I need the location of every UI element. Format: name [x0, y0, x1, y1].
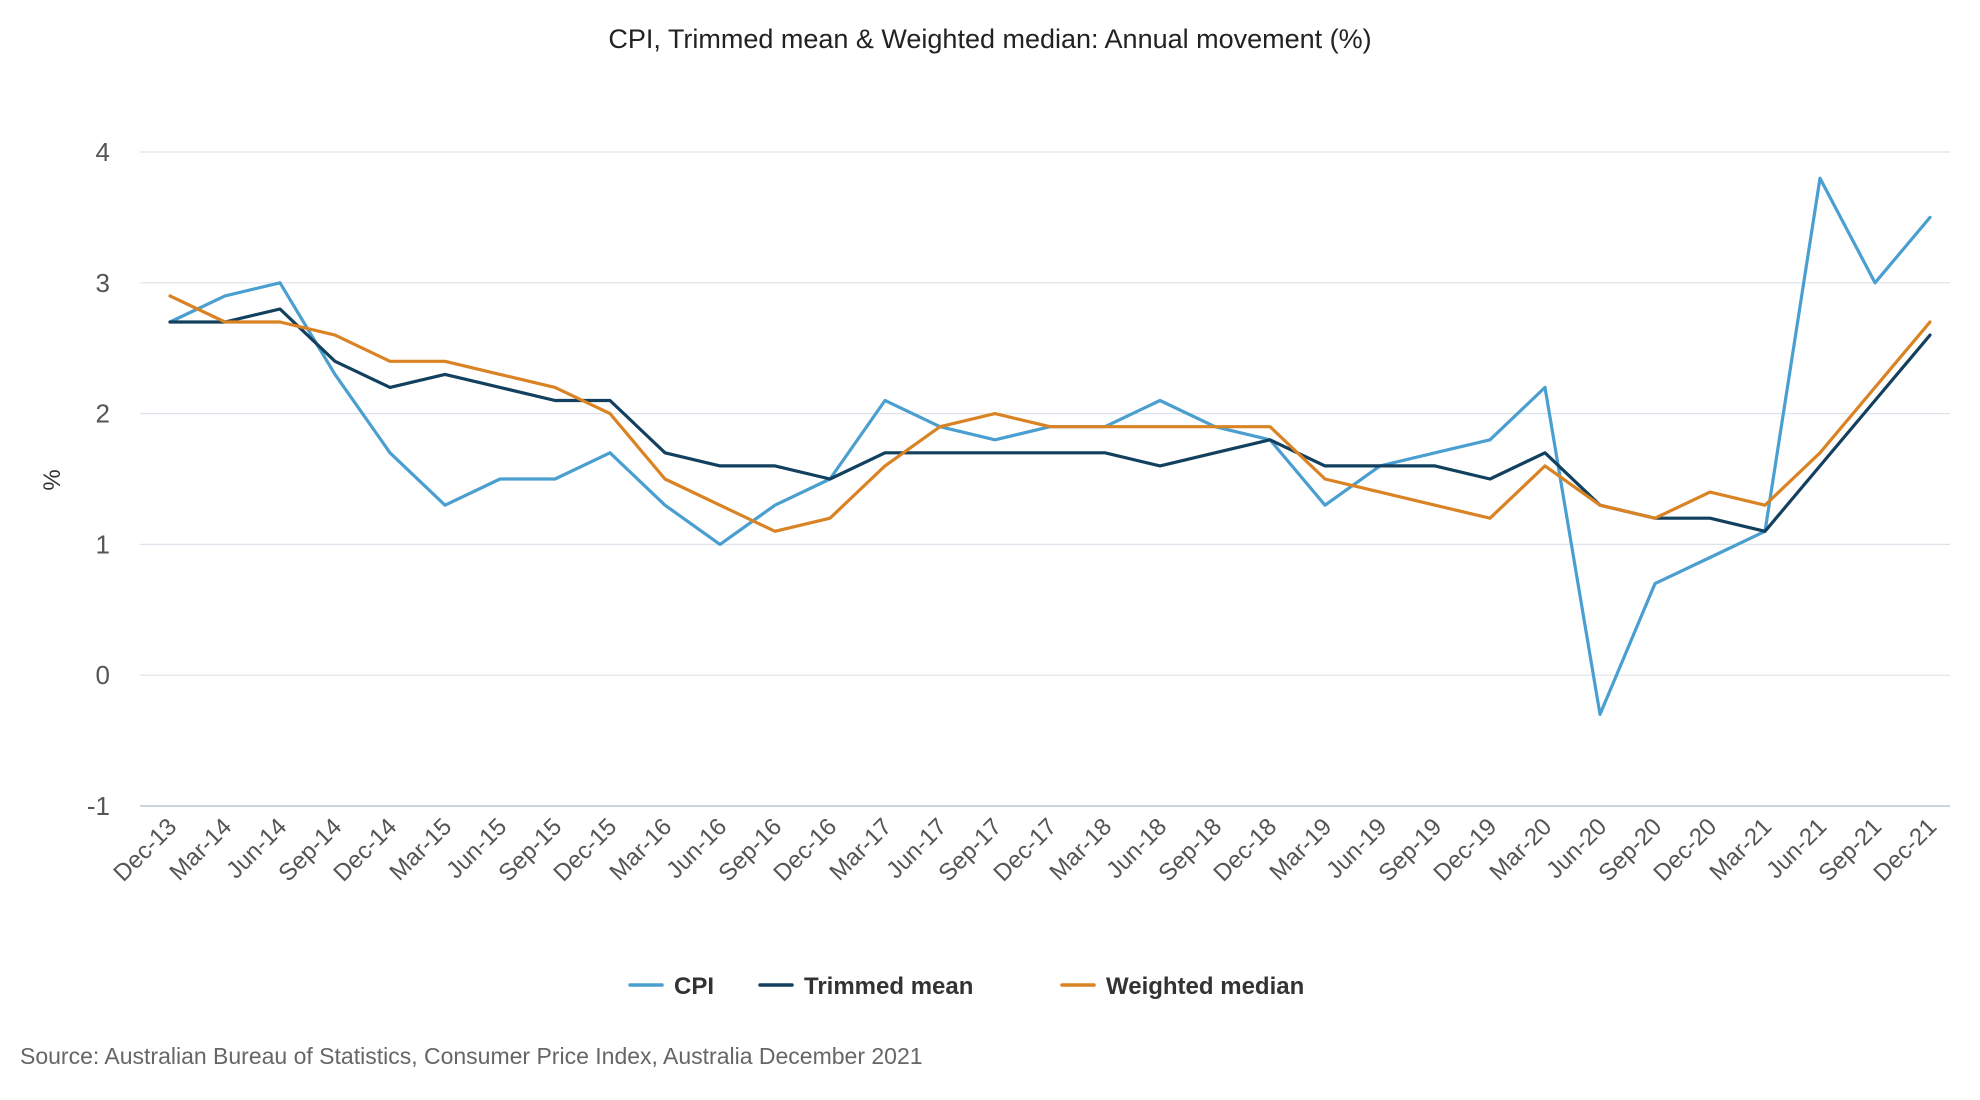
x-tick-label: Mar-20 — [1484, 813, 1557, 886]
x-tick-label: Dec-16 — [768, 813, 842, 887]
x-tick-label: Dec-19 — [1428, 813, 1502, 887]
x-tick-label: Dec-20 — [1648, 813, 1722, 887]
series-line-weighted-median — [168, 294, 1932, 533]
x-tick-label: Dec-18 — [1208, 813, 1282, 887]
x-tick-label: Mar-15 — [384, 813, 457, 886]
x-tick-label: Mar-18 — [1044, 813, 1117, 886]
y-tick-label: 2 — [96, 399, 110, 429]
series-line-cpi — [168, 176, 1932, 717]
legend-item-weighted-median[interactable]: Weighted median — [1060, 973, 1304, 1000]
x-tick-label: Dec-13 — [108, 813, 182, 887]
x-tick-label: Dec-21 — [1868, 813, 1942, 887]
x-axis-ticks: Dec-13Mar-14Jun-14Sep-14Dec-14Mar-15Jun-… — [108, 813, 1942, 887]
source-note: Source: Australian Bureau of Statistics,… — [20, 1043, 923, 1069]
y-tick-label: 4 — [96, 137, 110, 167]
y-tick-label: 1 — [96, 529, 110, 559]
gridlines — [140, 151, 1950, 807]
x-tick-label: Dec-14 — [328, 813, 402, 887]
legend-item-trimmed-mean[interactable]: Trimmed mean — [758, 973, 973, 1000]
x-tick-label: Dec-15 — [548, 813, 622, 887]
legend: CPI Trimmed mean Weighted median — [628, 973, 1304, 1000]
series-line-trimmed-mean — [168, 307, 1932, 533]
y-axis-title: % — [39, 469, 66, 490]
x-tick-label: Mar-21 — [1704, 813, 1777, 886]
chart-title: CPI, Trimmed mean & Weighted median: Ann… — [608, 24, 1371, 54]
x-tick-label: Mar-16 — [604, 813, 677, 886]
y-tick-label: -1 — [87, 791, 110, 821]
series-lines — [168, 176, 1932, 717]
legend-label: CPI — [674, 973, 714, 1000]
x-tick-label: Mar-17 — [824, 813, 897, 886]
legend-item-cpi[interactable]: CPI — [628, 973, 714, 1000]
legend-label: Weighted median — [1106, 973, 1304, 1000]
x-tick-label: Mar-14 — [164, 813, 237, 886]
y-tick-label: 3 — [96, 268, 110, 298]
x-tick-label: Mar-19 — [1264, 813, 1337, 886]
legend-label: Trimmed mean — [804, 973, 973, 1000]
y-tick-label: 0 — [96, 660, 110, 690]
x-tick-label: Dec-17 — [988, 813, 1062, 887]
y-axis-ticks: 4 3 2 1 0 -1 — [87, 137, 110, 821]
